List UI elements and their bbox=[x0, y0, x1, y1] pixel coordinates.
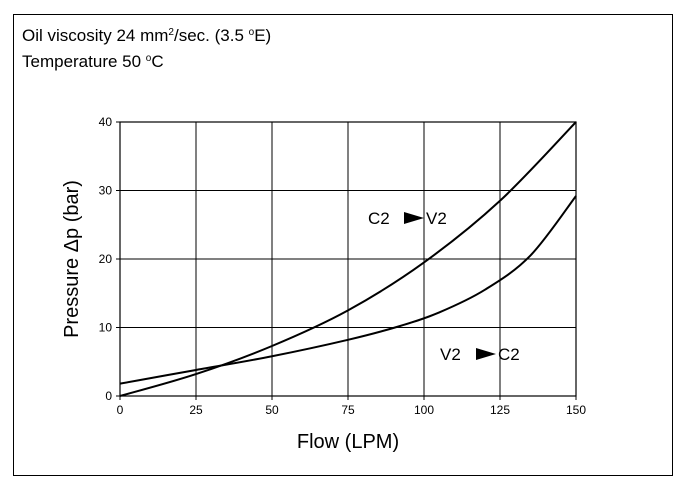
x-tick-label: 50 bbox=[265, 403, 279, 417]
series-label-from: V2 bbox=[440, 345, 461, 364]
y-axis-label: Pressure Δp (bar) bbox=[61, 180, 83, 338]
series-label-to: V2 bbox=[426, 209, 447, 228]
x-axis-label: Flow (LPM) bbox=[297, 431, 399, 453]
series-line-1 bbox=[119, 121, 577, 397]
y-tick-label: 30 bbox=[99, 184, 113, 198]
viscosity-note: Oil viscosity 24 mm2/sec. (3.5 oE) bbox=[22, 26, 272, 45]
series-line-2 bbox=[119, 195, 577, 385]
x-tick-label: 0 bbox=[117, 403, 124, 417]
temperature-note: Temperature 50 oC bbox=[22, 52, 164, 71]
y-tick-label: 10 bbox=[99, 321, 113, 335]
x-tick-label: 125 bbox=[490, 403, 510, 417]
y-tick-label: 20 bbox=[99, 252, 113, 266]
x-tick-label: 75 bbox=[341, 403, 355, 417]
direction-arrow-icon bbox=[404, 212, 424, 224]
chart-frame bbox=[13, 14, 673, 476]
series-label-to: C2 bbox=[498, 345, 520, 364]
y-tick-label: 0 bbox=[105, 389, 112, 403]
y-tick-label: 40 bbox=[99, 115, 113, 129]
direction-arrow-icon bbox=[476, 348, 496, 360]
x-tick-label: 100 bbox=[414, 403, 434, 417]
x-tick-label: 150 bbox=[566, 403, 586, 417]
x-tick-label: 25 bbox=[189, 403, 203, 417]
series-label-from: C2 bbox=[368, 209, 390, 228]
